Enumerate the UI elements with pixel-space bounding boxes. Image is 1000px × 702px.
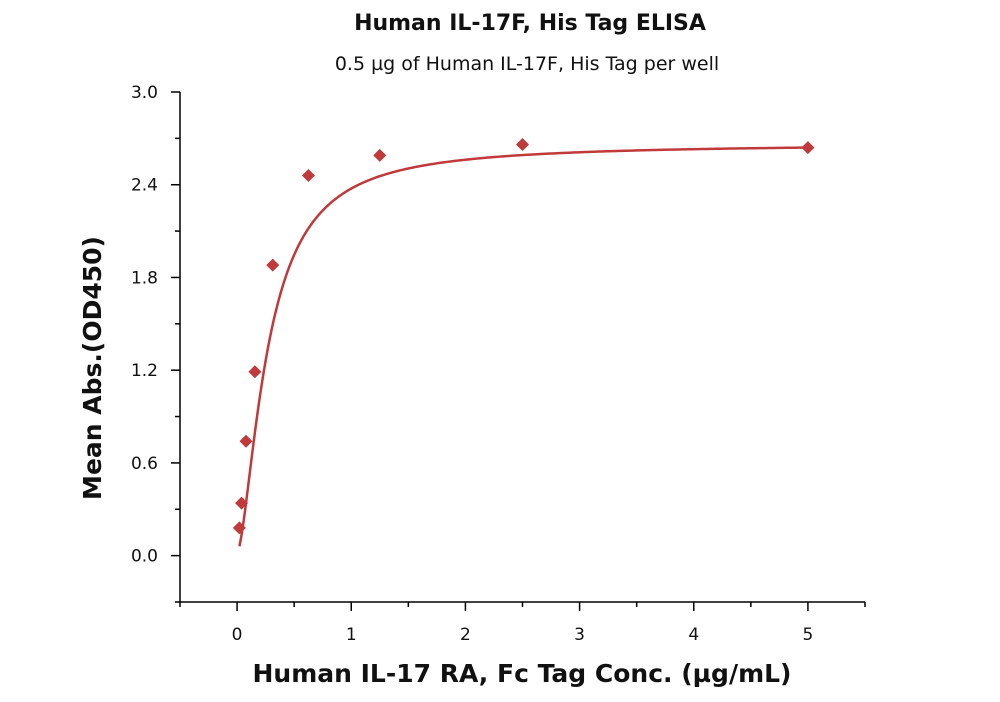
- y-tick-label: 0.6: [131, 454, 158, 474]
- data-point: [301, 168, 315, 182]
- data-point: [801, 141, 815, 155]
- data-point: [235, 496, 249, 510]
- chart-title: Human IL-17F, His Tag ELISA: [354, 11, 706, 36]
- y-ticks: 0.0 0.6 1.2 1.8 2.4 3.0: [131, 83, 180, 603]
- data-point: [232, 521, 246, 535]
- axes: [179, 92, 865, 603]
- y-tick-label: 1.2: [131, 361, 158, 381]
- y-axis-title: Mean Abs.(OD450): [78, 236, 107, 500]
- x-tick-label: 5: [803, 625, 814, 645]
- x-tick-label: 0: [232, 625, 243, 645]
- fit-curve: [238, 146, 808, 547]
- y-tick-label: 0.0: [131, 547, 158, 567]
- x-tick-label: 3: [574, 625, 585, 645]
- data-points: [232, 138, 815, 535]
- x-ticks: 0 1 2 3 4 5: [179, 602, 866, 645]
- data-point: [248, 365, 262, 379]
- x-tick-label: 2: [460, 625, 471, 645]
- y-tick-label: 1.8: [131, 268, 158, 288]
- chart-subtitle: 0.5 µg of Human IL-17F, His Tag per well: [335, 53, 719, 75]
- data-point: [239, 434, 253, 448]
- data-point: [516, 138, 529, 152]
- y-tick-label: 3.0: [131, 83, 158, 103]
- x-axis-title: Human IL-17 RA, Fc Tag Conc. (µg/mL): [252, 659, 791, 688]
- x-tick-label: 4: [688, 625, 699, 645]
- data-point: [373, 148, 387, 162]
- x-tick-label: 1: [346, 625, 357, 645]
- data-point: [266, 258, 280, 272]
- y-tick-label: 2.4: [131, 176, 158, 196]
